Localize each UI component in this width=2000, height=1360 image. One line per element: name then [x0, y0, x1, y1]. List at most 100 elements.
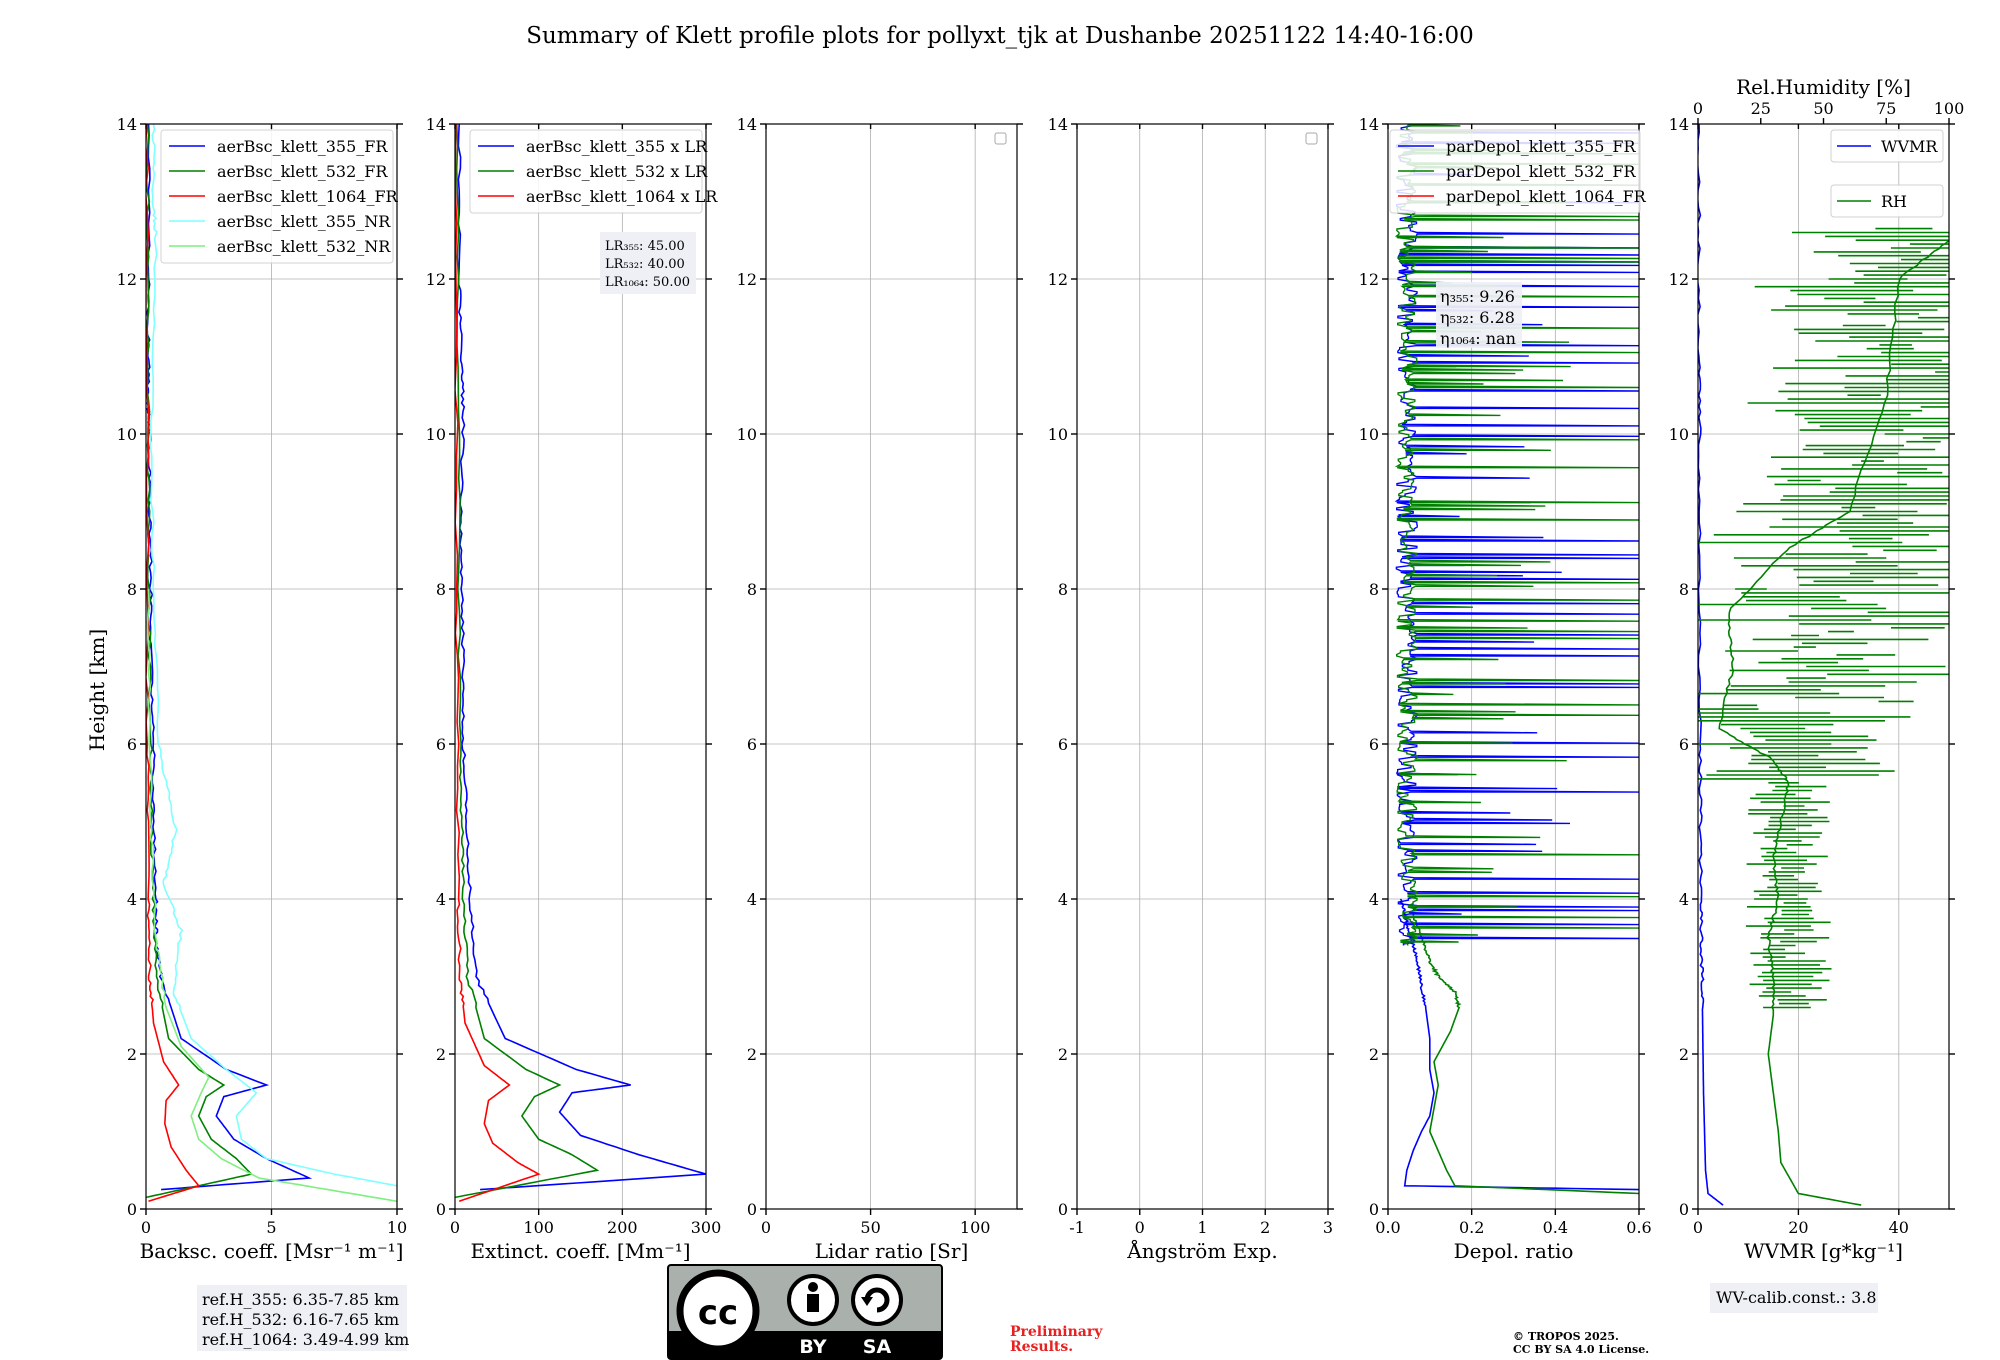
- panel-wvmr: 0 20 40 0 2 4 6 8 10 12 14 WVMR [g*kg⁻¹] 0 25 50 75 100 R…: [1669, 75, 1964, 1313]
- y-tick-label: 14: [1048, 115, 1068, 134]
- legend-entry: aerBsc_klett_532_FR: [217, 162, 388, 181]
- sa-label: SA: [863, 1336, 892, 1358]
- x-axis-label: WVMR [g*kg⁻¹]: [1744, 1239, 1903, 1263]
- legend-entry: aerBsc_klett_1064_FR: [217, 187, 399, 206]
- y-tick-label: 8: [1369, 580, 1379, 599]
- x-axis-label: Depol. ratio: [1454, 1239, 1574, 1263]
- by-person-head: [808, 1282, 818, 1292]
- legend-entry: parDepol_klett_1064_FR: [1446, 187, 1647, 206]
- panel-depol: 0.0 0.2 0.4 0.6 0 2 4 6 8 10 12 14 Depol. ratio parDe…: [1359, 115, 1652, 1263]
- y-tick-label: 8: [127, 580, 137, 599]
- legend-box: [469, 129, 703, 214]
- y-tick-label: 12: [737, 270, 757, 289]
- series-line-aerBsc_klett_532 x LR: [455, 124, 600, 1199]
- y-tick-label: 10: [1359, 425, 1379, 444]
- series-noise-RH: [1698, 227, 1949, 1009]
- y-tick-label: 2: [436, 1045, 446, 1064]
- series-line-WVMR: [1698, 124, 1724, 1206]
- wv-calib-box: [1710, 1283, 1878, 1313]
- legend-box: [160, 129, 394, 264]
- y-tick-label: 6: [747, 735, 757, 754]
- ref-height-355: ref.H_355: 6.35-7.85 km: [202, 1290, 399, 1309]
- y-tick-label: 14: [1669, 115, 1689, 134]
- series-line-aerBsc_klett_355_NR: [149, 124, 397, 1187]
- series-line-aerBsc_klett_1064_FR: [146, 124, 201, 1203]
- x-tick-label: 100: [960, 1218, 991, 1237]
- legend-box: [1389, 129, 1641, 214]
- y-tick-label: 4: [1369, 890, 1379, 909]
- lidar-ratio-box: [600, 232, 696, 294]
- y-tick-label: 10: [117, 425, 137, 444]
- y-tick-label: 2: [747, 1045, 757, 1064]
- x-tick-label: 100: [523, 1218, 554, 1237]
- x-tick-label: 3: [1323, 1218, 1333, 1237]
- top-tick-label: 50: [1813, 99, 1833, 118]
- y-tick-label: 10: [737, 425, 757, 444]
- top-axis-label: Rel.Humidity [%]: [1736, 75, 1911, 99]
- x-tick-label: 10: [387, 1218, 407, 1237]
- y-tick-label: 6: [436, 735, 446, 754]
- y-tick-label: 0: [747, 1200, 757, 1219]
- y-tick-label: 2: [1058, 1045, 1068, 1064]
- eta-box: [1436, 282, 1522, 348]
- preliminary-label-line2: Results.: [1010, 1339, 1073, 1355]
- series-line-aerBsc_klett_532_FR: [146, 124, 253, 1199]
- x-tick-label: 0: [761, 1218, 771, 1237]
- y-tick-label: 10: [1048, 425, 1068, 444]
- y-tick-label: 4: [747, 890, 757, 909]
- y-tick-label: 2: [1369, 1045, 1379, 1064]
- x-tick-label: 0: [1693, 1218, 1703, 1237]
- x-tick-label: 5: [266, 1218, 276, 1237]
- series-line-parDepol_klett_355_FR: [1398, 898, 1639, 1191]
- top-tick-label: 0: [1693, 99, 1703, 118]
- x-axis-label: Ångström Exp.: [1126, 1238, 1277, 1263]
- legend-entry: aerBsc_klett_355 x LR: [526, 137, 708, 156]
- series-line-RH: [1718, 239, 1949, 1206]
- legend-entry: aerBsc_klett_355_FR: [217, 137, 388, 156]
- panel-backscatter: 0 5 10 0 2 4 6 8 10 12 14 Backsc. coeff. [Msr⁻¹ m⁻¹…: [117, 115, 408, 1263]
- legend-entry: aerBsc_klett_532 x LR: [526, 162, 708, 181]
- copyright-line1: © TROPOS 2025.: [1513, 1330, 1619, 1343]
- y-tick-label: 2: [127, 1045, 137, 1064]
- y-tick-label: 0: [1679, 1200, 1689, 1219]
- lidar-ratio-value: LR₃₅₅: 45.00: [605, 239, 685, 254]
- preliminary-label-line1: Preliminary: [1010, 1324, 1103, 1340]
- reference-height-box: ref.H_355: 6.35-7.85 km ref.H_532: 6.16-…: [197, 1285, 409, 1351]
- x-tick-label: 1: [1197, 1218, 1207, 1237]
- cc-license-badge: cc BY SA: [667, 1264, 943, 1360]
- legend-entry: WVMR: [1881, 137, 1938, 156]
- y-tick-label: 4: [1679, 890, 1689, 909]
- x-axis-label: Backsc. coeff. [Msr⁻¹ m⁻¹]: [140, 1239, 404, 1263]
- legend-entry: RH: [1881, 192, 1907, 211]
- x-tick-label: 200: [607, 1218, 638, 1237]
- axes-frame: [1387, 123, 1640, 1210]
- eta-value: η₅₃₂: 6.28: [1440, 308, 1515, 327]
- legend-entry: parDepol_klett_355_FR: [1446, 137, 1637, 156]
- y-tick-label: 0: [1369, 1200, 1379, 1219]
- x-tick-label: 0.0: [1375, 1218, 1400, 1237]
- eta-value: η₁₀₆₄: nan: [1440, 329, 1516, 348]
- y-tick-label: 0: [1058, 1200, 1068, 1219]
- y-tick-label: 2: [1679, 1045, 1689, 1064]
- figure-title: Summary of Klett profile plots for polly…: [526, 23, 1474, 49]
- y-tick-label: 14: [1359, 115, 1379, 134]
- y-tick-label: 10: [1669, 425, 1689, 444]
- x-tick-label: 40: [1889, 1218, 1909, 1237]
- cc-circle-icon: [676, 1269, 760, 1353]
- series-group: [455, 124, 706, 1203]
- y-tick-label: 12: [1359, 270, 1379, 289]
- y-tick-label: 12: [426, 270, 446, 289]
- sa-arrow-arc: [864, 1287, 890, 1313]
- legend-entry: aerBsc_klett_532_NR: [217, 237, 391, 256]
- legend-box: [1830, 184, 1944, 218]
- x-tick-label: 0.4: [1543, 1218, 1568, 1237]
- by-label: BY: [799, 1336, 826, 1358]
- y-tick-label: 8: [1679, 580, 1689, 599]
- y-tick-label: 4: [127, 890, 137, 909]
- series-line-aerBsc_klett_532_NR: [146, 588, 397, 1203]
- empty-legend-box: [1305, 132, 1318, 145]
- series-group: [1394, 124, 1639, 1195]
- y-axis-label: Height [km]: [85, 629, 109, 751]
- legend-box: [1830, 129, 1944, 163]
